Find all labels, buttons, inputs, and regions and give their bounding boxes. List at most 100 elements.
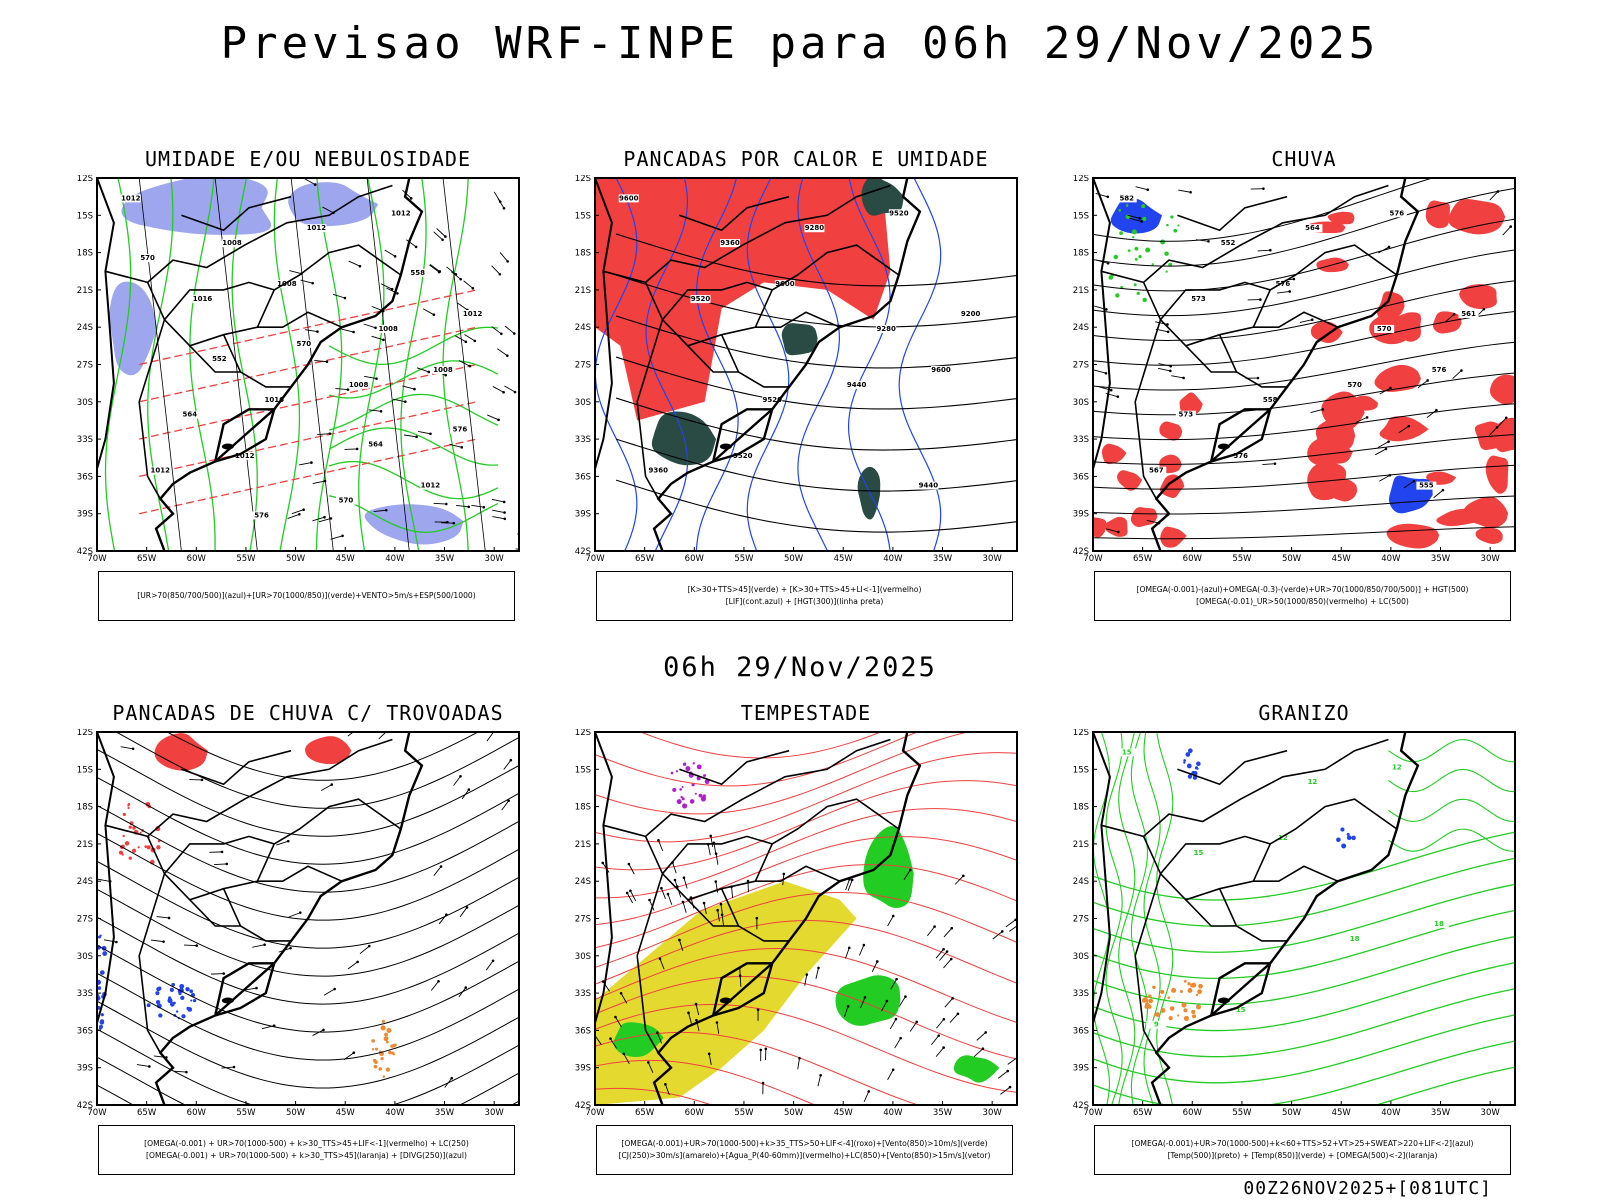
wind-vector-head xyxy=(673,878,677,882)
wind-vector-head xyxy=(984,1031,987,1034)
wind-vector-head xyxy=(666,892,670,896)
rain-area xyxy=(1459,284,1497,310)
contour-label-bg xyxy=(1344,380,1365,389)
hail-speck xyxy=(1187,748,1193,754)
state-border xyxy=(687,899,739,927)
wind-vector-head xyxy=(302,508,305,512)
geopotential-contour xyxy=(1093,495,1515,515)
wind-vector xyxy=(845,879,850,891)
contour-label: 558 xyxy=(1263,396,1278,404)
wind-vector-head xyxy=(619,991,623,995)
lon-tick-label: 35W xyxy=(933,1108,953,1118)
lat-tick-label: 36S xyxy=(575,472,591,482)
streamline-arrow-head xyxy=(1460,369,1463,372)
streamline-arrow xyxy=(343,1052,355,1061)
wind-vector-head xyxy=(414,245,418,249)
lat-tick-label: 39S xyxy=(77,1064,93,1074)
streamline-arrow xyxy=(97,878,111,882)
wind-vector xyxy=(499,252,508,262)
wind-vector xyxy=(708,1053,712,1065)
contour-label: 9520 xyxy=(733,452,753,460)
lat-tick-label: 42S xyxy=(77,547,93,557)
wind-vector xyxy=(935,1018,945,1029)
streamline-arrow-head xyxy=(356,960,359,964)
rain-area xyxy=(1310,321,1343,344)
wind-vector xyxy=(304,178,316,186)
omega-area-green xyxy=(1119,231,1123,235)
lat-tick-label: 36S xyxy=(1073,1026,1089,1036)
state-border xyxy=(257,865,343,882)
lagoon xyxy=(221,997,234,1004)
plot-area: 15 12 18 15 12 15 18 9 12 xyxy=(1093,732,1515,1105)
wind-vector xyxy=(688,1012,692,1024)
omega-speck xyxy=(1152,985,1155,989)
wind-vector xyxy=(429,263,441,272)
streamline-arrow-head xyxy=(1407,424,1411,428)
wind-vector-head xyxy=(341,534,344,538)
wind-vector xyxy=(935,948,944,959)
wind-vector-head xyxy=(819,1073,822,1077)
convection-area-red xyxy=(595,178,891,421)
rain-area xyxy=(1425,200,1450,229)
contour-label: 9280 xyxy=(876,325,896,333)
wind-vector-head xyxy=(464,340,468,344)
wind-vector-head xyxy=(682,876,686,880)
state-border xyxy=(1177,749,1288,786)
wind-vector-head xyxy=(937,1034,941,1037)
streamline-arrow-head xyxy=(459,774,462,778)
lat-tick-label: 42S xyxy=(77,1101,93,1111)
wind-vector-head xyxy=(942,1046,945,1049)
omega-speck xyxy=(1183,980,1187,983)
shower-speck xyxy=(144,845,148,848)
streamline-arrow xyxy=(261,1025,275,1030)
streamline-arrow-head xyxy=(225,862,229,866)
humidity-contour xyxy=(358,178,385,551)
streamline-arrow xyxy=(103,939,117,943)
wind-vector-head xyxy=(755,916,759,920)
wind-vector xyxy=(721,914,725,926)
wind-vector-head xyxy=(647,1061,650,1064)
lat-tick-label: 39S xyxy=(1073,1064,1089,1074)
coastline xyxy=(1150,732,1420,1105)
wind-vector xyxy=(493,191,501,202)
contour-label-bg xyxy=(137,254,158,263)
wind-vector-head xyxy=(942,1017,946,1021)
plot-area xyxy=(97,732,519,1105)
contour-label: 12 xyxy=(1392,763,1402,771)
omega-speck xyxy=(1155,1012,1160,1017)
shower-speck xyxy=(128,825,132,829)
rain-area xyxy=(1159,474,1185,498)
lon-tick-label: 65W xyxy=(635,1108,655,1118)
contour-label-bg xyxy=(1429,919,1450,928)
streamline xyxy=(595,892,1017,968)
streamline xyxy=(595,1059,817,1105)
lat-tick-label: 18S xyxy=(575,803,591,813)
orange-speck xyxy=(378,1067,382,1071)
map-granizo: 15 12 18 15 12 15 18 9 12 12S 15S 18S 21S 24S 27S 30S 33… xyxy=(1073,729,1516,1118)
streamline xyxy=(595,1003,1017,1093)
contour-label: 564 xyxy=(183,411,198,419)
streamline-arrow-head xyxy=(1365,416,1369,419)
divergence-speck xyxy=(186,1006,190,1011)
state-border xyxy=(146,798,402,901)
lon-tick-label: 45W xyxy=(336,1108,356,1118)
streamline-arrow-head xyxy=(1495,426,1499,429)
streamline xyxy=(595,947,1017,1023)
wind-vector xyxy=(504,385,516,393)
streamline-arrow-head xyxy=(1269,248,1272,252)
wind-vector xyxy=(454,335,467,343)
streamline xyxy=(595,732,970,815)
state-border xyxy=(1185,345,1237,373)
wind-vector-head xyxy=(500,332,503,336)
hail-speck xyxy=(1186,763,1192,769)
state-border xyxy=(720,334,790,388)
omega-area-green xyxy=(1113,254,1119,260)
omega-speck xyxy=(1169,1006,1175,1011)
orange-speck xyxy=(371,1048,375,1051)
wind-vector xyxy=(695,1004,700,1016)
orange-speck xyxy=(388,1050,392,1055)
humidity-contour xyxy=(189,178,216,551)
lat-tick-label: 12S xyxy=(575,729,591,738)
contour-label: 576 xyxy=(1276,280,1291,288)
wind-vector xyxy=(492,516,505,520)
